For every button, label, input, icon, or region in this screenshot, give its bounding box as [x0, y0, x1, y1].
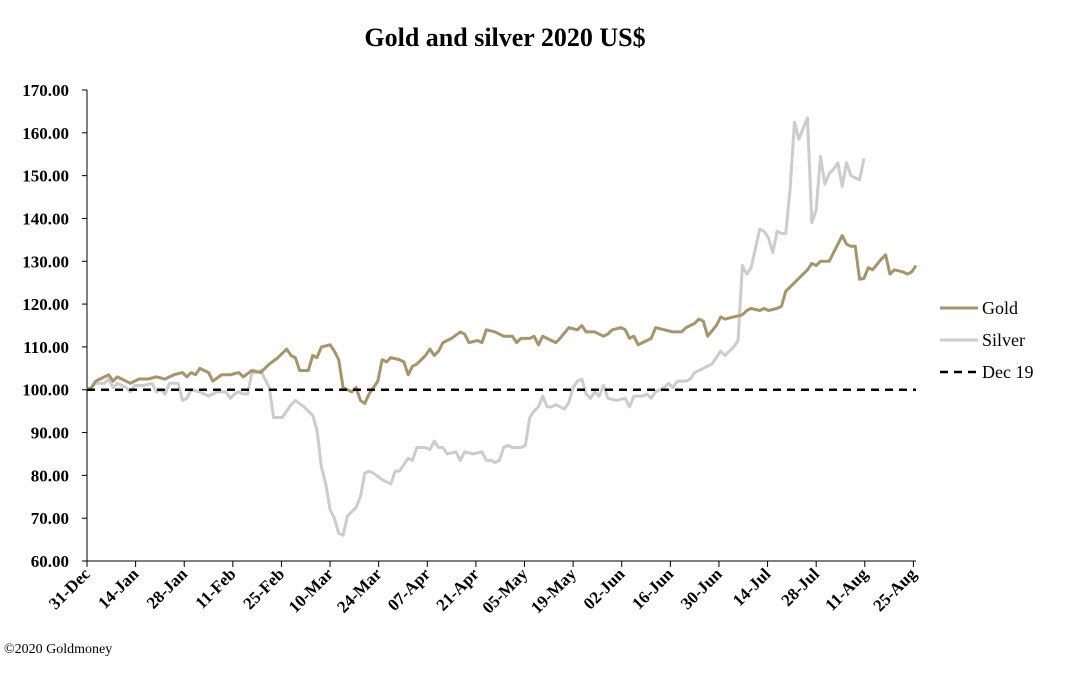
y-tick-label: 80.00 — [31, 466, 69, 485]
x-tick-label: 11-Feb — [192, 564, 240, 612]
y-tick-label: 170.00 — [22, 81, 69, 100]
legend-label: Gold — [982, 298, 1018, 318]
x-tick-label: 21-Apr — [433, 564, 483, 614]
y-tick-label: 110.00 — [23, 338, 69, 357]
legend-label: Silver — [982, 330, 1025, 350]
x-tick-label: 19-May — [527, 564, 580, 617]
y-tick-label: 70.00 — [31, 509, 69, 528]
y-tick-label: 150.00 — [22, 167, 69, 186]
y-tick-label: 100.00 — [22, 381, 69, 400]
y-tick-label: 130.00 — [22, 252, 69, 271]
x-tick-label: 30-Jun — [677, 564, 726, 613]
y-tick-label: 60.00 — [31, 552, 69, 571]
x-tick-label: 14-Jul — [729, 564, 775, 610]
x-tick-label: 25-Aug — [869, 564, 920, 615]
y-tick-label: 120.00 — [22, 295, 69, 314]
x-tick-label: 28-Jan — [143, 564, 192, 613]
x-tick-label: 14-Jan — [94, 564, 143, 613]
x-tick-label: 28-Jul — [778, 564, 824, 610]
legend: Gold Silver Dec 19 — [940, 298, 1033, 382]
copyright-footer: ©2020 Goldmoney — [4, 642, 113, 657]
chart-title: Gold and silver 2020 US$ — [364, 23, 645, 52]
x-tick-label: 07-Apr — [384, 564, 434, 614]
y-axis: 60.00 70.00 80.00 90.00 100.00 110.00 120.00 13… — [22, 81, 88, 571]
x-axis: 31-Dec 14-Jan 28-Jan 11-Feb 25-Feb10-Mar24-M… — [45, 560, 921, 617]
x-tick-label: 16-Jun — [628, 564, 677, 613]
x-tick-label: 31-Dec — [45, 564, 94, 613]
x-tick-label: 05-May — [478, 564, 531, 617]
y-tick-label: 90.00 — [31, 424, 69, 443]
series-line-silver — [86, 116, 866, 537]
y-tick-label: 140.00 — [22, 209, 69, 228]
y-tick-label: 160.00 — [22, 124, 69, 143]
x-tick-label: 02-Jun — [580, 564, 629, 613]
x-tick-label: 25-Feb — [239, 564, 288, 613]
x-tick-label: 10-Mar — [285, 564, 337, 616]
x-tick-label: 11-Aug — [821, 564, 872, 615]
legend-label: Dec 19 — [982, 362, 1033, 382]
series-layer — [86, 116, 918, 537]
series-line-gold — [86, 234, 918, 405]
x-tick-label: 24-Mar — [333, 564, 385, 616]
